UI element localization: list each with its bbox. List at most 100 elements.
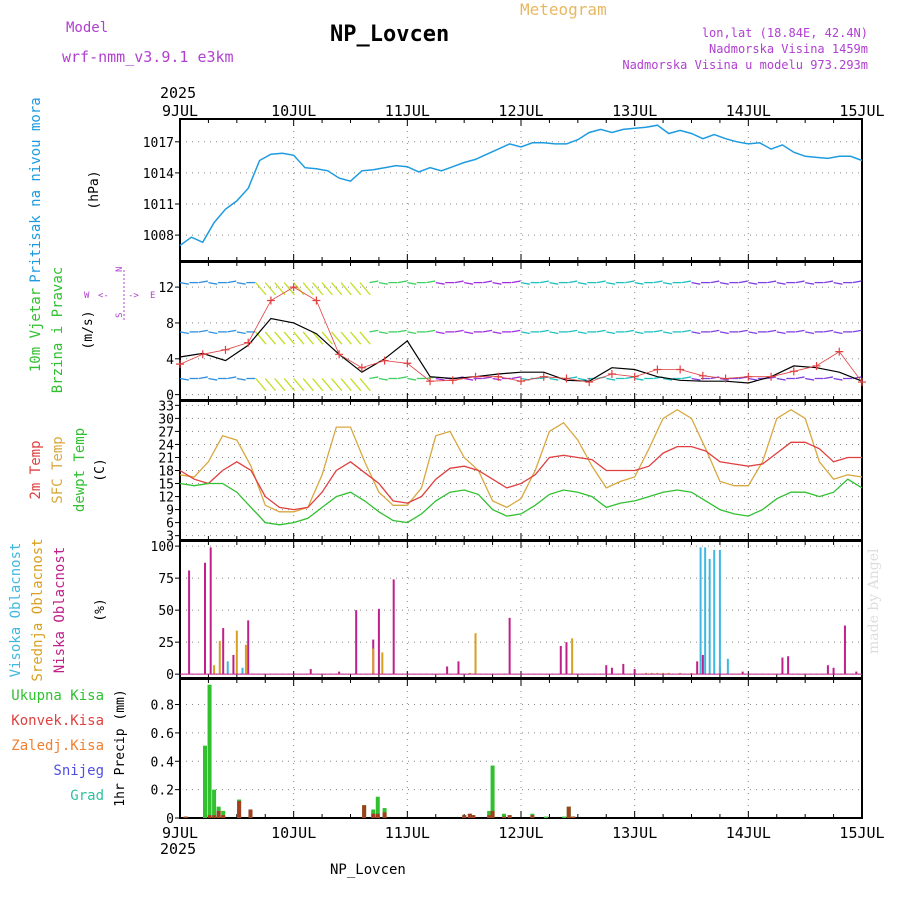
wind-arrow <box>795 376 805 380</box>
conv-precip-bar <box>212 815 217 818</box>
low-cloud-bar <box>559 645 562 675</box>
wind-arrow <box>264 282 277 296</box>
wind-arrow <box>634 377 644 381</box>
wind-arrow <box>653 329 663 333</box>
conv-precip-bar <box>375 813 380 818</box>
y-tick-label: 1008 <box>143 229 174 244</box>
wind-arrow <box>710 329 720 333</box>
wind-arrow <box>350 282 362 296</box>
low-cloud-bar <box>377 608 380 675</box>
wind-arrow <box>255 282 267 296</box>
wind-arrow <box>606 331 616 335</box>
wind-arrow <box>681 280 692 284</box>
y-tick-label: 0 <box>166 668 174 683</box>
wind-arrow <box>274 378 286 392</box>
conv-precip-bar <box>382 812 387 818</box>
wind-arrow <box>776 281 786 285</box>
mid-cloud-bar <box>650 672 653 675</box>
wind-arrow <box>653 280 663 284</box>
wind-arrow <box>302 282 314 296</box>
footer-station: NP_Lovcen <box>330 862 406 878</box>
low-cloud-bar <box>565 642 568 675</box>
year-label-top: 2025 <box>160 84 196 102</box>
wind-arrow <box>606 281 616 285</box>
total-precip-bar <box>203 745 208 818</box>
wind-arrow <box>823 329 834 333</box>
total-precip-bar <box>375 796 380 818</box>
wind-arrow <box>634 331 644 335</box>
wind-arrow <box>264 378 277 392</box>
temp2m-line <box>179 441 862 511</box>
wind-arrow <box>738 280 748 284</box>
wind-arrow <box>378 281 388 285</box>
wind-arrow <box>776 331 786 335</box>
wind-arrow <box>577 377 587 381</box>
wind-arrow <box>596 280 606 284</box>
wind-arrow <box>293 282 305 296</box>
wind-arrow <box>833 331 843 335</box>
y-tick-label: 4 <box>166 353 174 368</box>
y-tick-label: 33 <box>158 399 174 414</box>
model-label: Model <box>66 20 109 36</box>
wind-arrow <box>397 376 407 380</box>
mid-cloud-bar <box>218 640 221 675</box>
wind-arrow <box>520 331 530 335</box>
low-cloud-bar <box>843 625 846 675</box>
legend-conv: Konvek.Kisa <box>11 713 104 729</box>
wind-arrow <box>236 281 246 285</box>
pressure-panel: Pritisak na nivou mora (hPa) <box>28 97 102 282</box>
high-cloud-bar <box>718 549 721 675</box>
low-cloud-bar <box>309 669 312 675</box>
year-label-bottom: 2025 <box>160 840 196 858</box>
wind-arrow <box>302 378 314 392</box>
mid-cloud-bar <box>372 648 375 675</box>
total-precip-bar <box>207 684 212 818</box>
conv-precip-bar <box>487 815 492 818</box>
legend-snow: Snijeg <box>53 763 104 779</box>
wind-arrow <box>805 281 815 285</box>
high-cloud-bar <box>699 547 702 675</box>
y-tick-label: 8 <box>166 317 174 332</box>
x-tick-label-top: 14JUL <box>726 102 771 120</box>
temp-ylabel: (C) <box>93 458 108 481</box>
wind-arrow <box>227 376 237 380</box>
sfc-temp-label: SFC Temp <box>50 436 66 503</box>
low-cloud-bar <box>701 654 704 675</box>
x-tick-label-top: 10JUL <box>271 102 316 120</box>
wind-arrow <box>407 331 417 335</box>
low-cloud-bar <box>832 667 835 675</box>
dewpt-label: dewpt Temp <box>72 428 88 512</box>
total-precip-bar <box>501 813 506 818</box>
compass-west: W <box>84 291 90 301</box>
wind-arrow <box>407 281 417 285</box>
high-cloud-bar <box>226 661 229 675</box>
wind-arrow <box>823 280 834 284</box>
panel-5-axes: 0 0.2 0.4 0.6 0.8 <box>151 678 863 827</box>
wind-arrow <box>511 280 521 284</box>
wind-arrow <box>179 377 189 381</box>
wind-arrow <box>198 376 208 380</box>
wind-arrow <box>625 280 635 284</box>
wind-arrow <box>577 281 587 285</box>
wind-arrow <box>236 331 246 335</box>
y-tick-label: 12 <box>158 281 174 296</box>
total-precip-bar <box>562 816 567 818</box>
low-cloud-bar <box>392 579 395 675</box>
y-tick-label: 21 <box>158 451 174 466</box>
wind-arrow <box>359 331 371 345</box>
lonlat-label: lon,lat (18.84E, 42.4N) <box>701 26 868 40</box>
station-title: NP_Lovcen <box>330 22 450 47</box>
wind-arrow <box>236 377 246 381</box>
precip-panel: Ukupna Kisa Konvek.Kisa Zaledj.Kisa Snij… <box>11 688 128 807</box>
y-tick-label: 0.2 <box>151 784 174 799</box>
legend-frozen: Zaledj.Kisa <box>11 738 104 754</box>
wind-arrow <box>748 331 758 335</box>
sfc-temp-line <box>179 408 863 513</box>
wind-arrow <box>198 280 208 284</box>
wind-arrow <box>549 377 559 381</box>
wind-arrow <box>492 331 502 335</box>
panel-frame <box>179 540 863 679</box>
wind-arrow <box>691 281 701 285</box>
total-precip-bar <box>490 765 495 818</box>
wind-arrow <box>549 331 559 335</box>
